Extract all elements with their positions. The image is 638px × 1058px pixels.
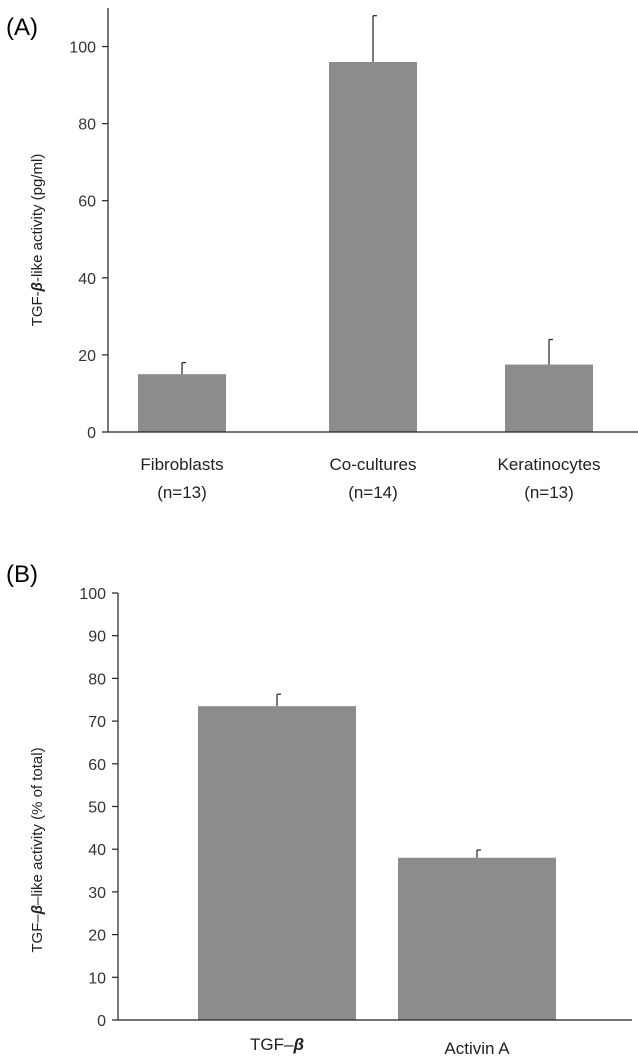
y-tick-label: 20 (88, 928, 106, 945)
x-category-label: Co-cultures (330, 455, 417, 474)
bar (505, 364, 593, 432)
x-category-label: Keratinocytes (498, 455, 601, 474)
y-tick-label: 50 (88, 800, 106, 817)
panel-label-b: (B) (6, 561, 38, 588)
y-tick-label: 0 (87, 425, 96, 442)
y-tick-label: 10 (88, 970, 106, 987)
chart-a: (A) TGF-β-like activity (pg/ml) 0 20 40 60 8… (6, 8, 638, 502)
y-tick-label: 40 (78, 271, 96, 288)
y-tick-label: 20 (78, 348, 96, 365)
y-tick-label: 30 (88, 885, 106, 902)
y-tick-label: 60 (78, 194, 96, 211)
x-category-label: Activin A (444, 1039, 510, 1058)
y-tick-label: 100 (79, 586, 106, 603)
y-tick-label: 70 (88, 714, 106, 731)
x-category-sublabel: (n=13) (524, 483, 574, 502)
y-tick-label: 90 (88, 629, 106, 646)
bar (329, 61, 417, 433)
x-category-sublabel: (n=14) (348, 483, 398, 502)
bar (398, 857, 556, 1020)
bar (198, 706, 356, 1020)
chart-b: (B) TGF–β–like activity (% of total) 0 10… (6, 561, 632, 1058)
y-tick-label: 40 (88, 842, 106, 859)
bar (138, 374, 226, 432)
y-axis-label-b: TGF–β–like activity (% of total) (29, 747, 46, 952)
x-category-label: TGF–β (250, 1035, 304, 1054)
y-tick-label: 100 (69, 40, 96, 57)
x-category-label: Fibroblasts (140, 455, 223, 474)
panel-label-a: (A) (6, 14, 38, 41)
y-axis-label-a: TGF-β-like activity (pg/ml) (29, 154, 46, 327)
y-tick-label: 80 (88, 671, 106, 688)
y-tick-label: 60 (88, 757, 106, 774)
x-category-sublabel: (n=13) (157, 483, 207, 502)
y-tick-label: 80 (78, 117, 96, 134)
y-tick-label: 0 (97, 1013, 106, 1030)
